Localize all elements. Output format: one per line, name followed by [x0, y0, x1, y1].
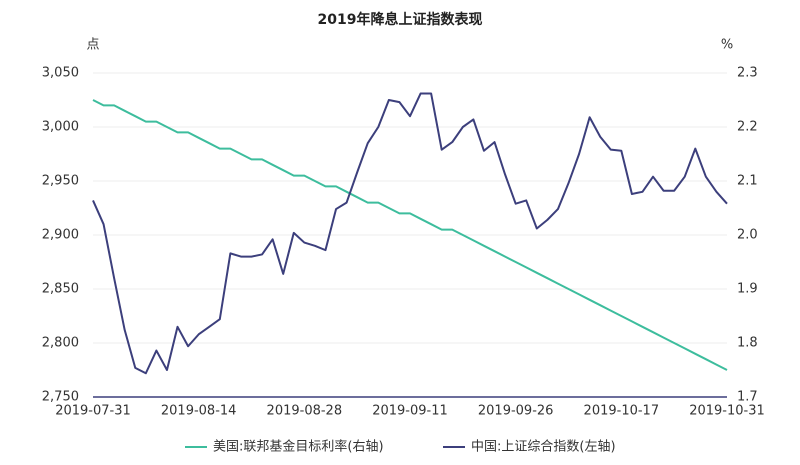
y-tick-label: 2,850 — [42, 282, 79, 297]
series-line — [92, 99, 728, 371]
series-line — [92, 92, 728, 375]
y2-tick-label: 1.9 — [737, 282, 758, 297]
x-tick-label: 2019-10-31 — [689, 404, 765, 419]
y-axis-unit: 点 — [86, 38, 99, 53]
legend-label: 美国:联邦基金目标利率(右轴) — [213, 439, 384, 455]
y-tick-label: 3,050 — [42, 66, 79, 81]
x-tick-label: 2019-08-28 — [267, 404, 343, 419]
y-tick-label: 2,800 — [42, 336, 79, 351]
y2-tick-label: 1.7 — [737, 390, 758, 405]
x-tick-label: 2019-08-14 — [161, 404, 237, 419]
chart-title: 2019年降息上证指数表现 — [318, 11, 483, 28]
y2-tick-label: 1.8 — [737, 336, 758, 351]
y-tick-label: 3,000 — [42, 120, 79, 135]
y-tick-label: 2,750 — [42, 390, 79, 405]
x-tick-label: 2019-10-17 — [584, 404, 660, 419]
y2-axis-unit: % — [721, 38, 733, 53]
y-tick-label: 2,900 — [42, 228, 79, 243]
legend-label: 中国:上证综合指数(左轴) — [471, 440, 616, 455]
y2-tick-label: 2.2 — [737, 120, 758, 135]
x-tick-label: 2019-09-26 — [478, 404, 554, 419]
y2-tick-label: 2.1 — [737, 174, 758, 189]
y2-tick-label: 2.3 — [737, 66, 758, 81]
y-tick-label: 2,950 — [42, 174, 79, 189]
y2-tick-label: 2.0 — [737, 228, 758, 243]
x-tick-label: 2019-07-31 — [55, 404, 131, 419]
x-tick-label: 2019-09-11 — [372, 404, 448, 419]
